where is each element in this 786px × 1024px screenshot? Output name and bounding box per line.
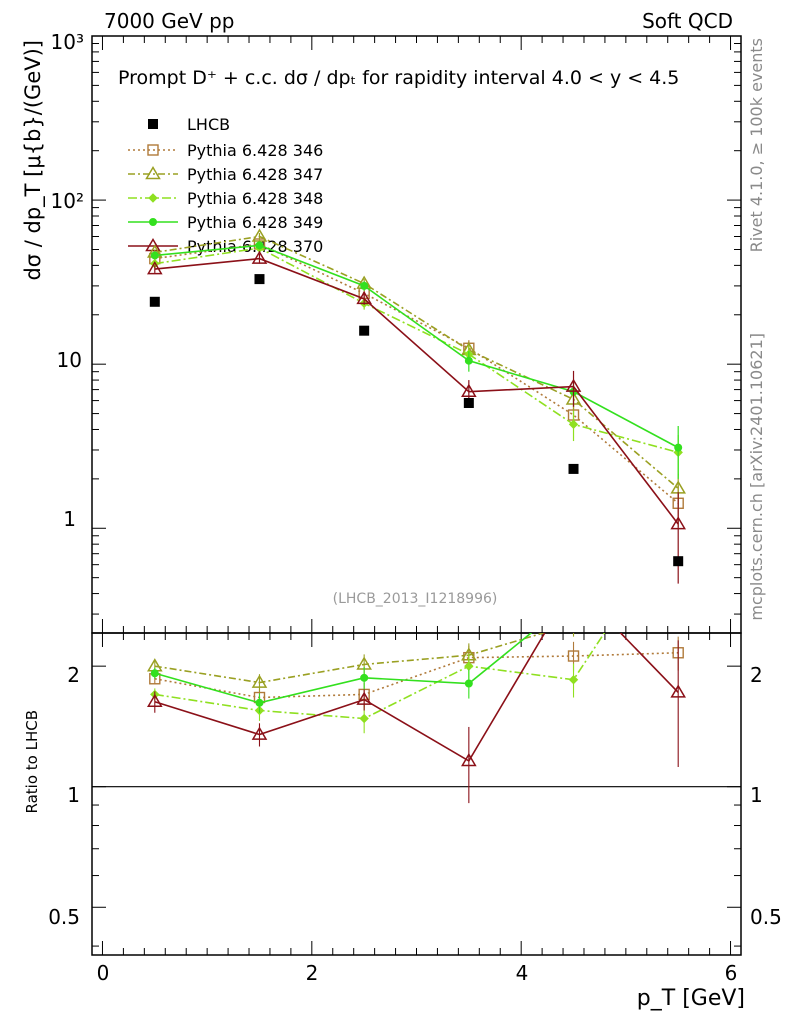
ratio-point — [570, 595, 577, 602]
series-point — [255, 241, 264, 250]
ratio-tick-label-1-right: 1 — [750, 783, 763, 807]
ratio-series-5 — [146, 578, 687, 804]
data-point — [359, 325, 370, 336]
x-tick-label-4: 4 — [516, 961, 529, 985]
ratio-y-axis-title: Ratio to LHCB — [23, 710, 41, 814]
series-line — [154, 247, 679, 454]
legend-marker-lhcb — [148, 119, 158, 129]
analysis-label: (LHCB_2013_I1218996) — [333, 591, 498, 607]
ratio-point — [464, 679, 473, 688]
main-axis-ticks — [92, 35, 741, 615]
series-3 — [150, 243, 683, 476]
ratio-point — [150, 669, 159, 678]
ratio-point — [567, 617, 580, 628]
data-point — [463, 397, 474, 408]
series-2 — [146, 228, 687, 507]
legend-label-3: Pythia 6.428 348 — [187, 189, 323, 208]
series-line — [154, 243, 679, 504]
series-5 — [146, 250, 687, 584]
ratio-point — [672, 601, 685, 612]
ratio-point — [251, 674, 268, 688]
series-point — [146, 261, 163, 275]
ratio-point — [461, 752, 477, 767]
legend-marker-1 — [147, 144, 159, 156]
legend-marker-5 — [145, 238, 161, 252]
legend-label-1: Pythia 6.428 346 — [187, 141, 323, 160]
legend: LHCB Pythia 6.428 346 Pythia 6.428 347 Pyt… — [128, 115, 323, 256]
ratio-point — [568, 675, 579, 685]
y-tick-label-1: 1 — [63, 507, 76, 531]
ratio-point — [359, 713, 369, 724]
energy-label: 7000 GeV pp — [104, 9, 235, 33]
y-axis-title: dσ / dp_T [μ{b}/(GeV)] — [21, 40, 46, 281]
legend-marker-3 — [148, 193, 158, 203]
x-tick-label-2: 2 — [306, 961, 319, 985]
legend-label-2: Pythia 6.428 347 — [187, 165, 323, 184]
x-tick-label-0: 0 — [97, 961, 110, 985]
ratio-tick-label-2-left: 2 — [67, 663, 80, 687]
series-1 — [149, 238, 684, 527]
ratio-line — [154, 633, 606, 720]
ratio-series-4 — [150, 595, 577, 713]
y-tick-label-100: 10² — [51, 189, 84, 213]
rivet-side-label: Rivet 4.1.0, ≥ 100k events — [747, 38, 766, 252]
data-point — [568, 463, 579, 474]
ratio-line — [154, 633, 546, 684]
x-axis-ticks — [101, 36, 732, 955]
legend-label-lhcb: LHCB — [187, 115, 230, 134]
data-point — [254, 274, 265, 285]
series-line — [154, 235, 679, 489]
data-points — [149, 274, 684, 567]
series-line — [154, 257, 679, 525]
series-point — [461, 383, 477, 397]
ratio-line — [154, 651, 679, 699]
legend-marker-2 — [145, 166, 161, 180]
ratio-point — [567, 578, 580, 589]
ratio-tick-label-0.5-right: 0.5 — [750, 905, 782, 929]
series-point — [356, 290, 372, 305]
ratio-series-3 — [150, 633, 606, 734]
ratio-point — [255, 698, 264, 707]
ratio-point — [567, 650, 580, 662]
series-point — [360, 281, 369, 290]
ratio-axis-ticks — [92, 665, 741, 947]
series-point — [251, 250, 268, 264]
series-layer — [146, 228, 687, 584]
process-label: Soft QCD — [642, 9, 733, 33]
ratio-layer — [146, 578, 687, 804]
ratio-point — [670, 684, 687, 698]
ratio-line — [154, 633, 533, 704]
ratio-point — [360, 673, 369, 682]
ratio-point — [356, 691, 372, 705]
data-point — [149, 296, 160, 307]
x-tick-label-6: 6 — [725, 961, 738, 985]
series-point — [568, 419, 579, 430]
series-line — [154, 244, 679, 449]
ratio-point — [146, 693, 163, 708]
legend-marker-4 — [149, 218, 157, 226]
chart-title: Prompt D⁺ + c.c. dσ / dpₜ for rapidity i… — [118, 67, 679, 89]
series-point — [565, 378, 582, 392]
ratio-line — [154, 633, 679, 762]
series-point — [674, 443, 683, 452]
series-point — [150, 251, 159, 260]
ratio-tick-label-0.5-left: 0.5 — [48, 905, 80, 929]
mcplots-side-label: mcplots.cern.ch [arXiv:2401.10621] — [747, 333, 766, 621]
ratio-series-1 — [149, 636, 684, 708]
y-tick-label-1000: 10³ — [51, 30, 84, 54]
ratio-tick-label-2-right: 2 — [750, 663, 763, 687]
ratio-tick-label-1-left: 1 — [67, 783, 80, 807]
y-tick-label-10: 10 — [57, 348, 82, 372]
series-point — [670, 516, 687, 530]
ratio-series-2 — [146, 601, 685, 692]
series-4 — [150, 241, 683, 479]
legend-label-4: Pythia 6.428 349 — [187, 213, 323, 232]
series-point — [464, 356, 473, 365]
data-point — [673, 556, 684, 567]
series-point — [251, 228, 268, 242]
ratio-point — [251, 726, 268, 740]
x-axis-title: p_T [GeV] — [637, 986, 745, 1011]
